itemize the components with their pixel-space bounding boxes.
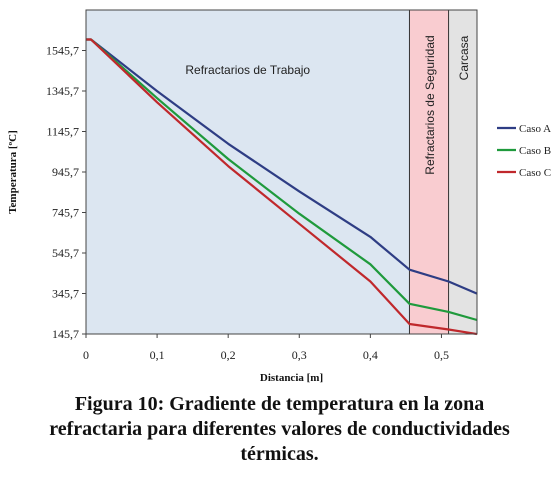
axis-ticks: 145,7 345,7 545,7 745,7 945,7 1145,7 1345,7 154… — [46, 44, 449, 363]
y-tick-label-3: 745,7 — [52, 206, 79, 220]
zone-label-1: Refractarios de Seguridad — [423, 35, 437, 174]
y-tick-label-6: 1345,7 — [46, 84, 79, 98]
x-tick-label-0: 0 — [83, 348, 89, 362]
x-tick-label-3: 0,3 — [292, 348, 307, 362]
x-tick-label-5: 0,5 — [434, 348, 449, 362]
caption-line-1: Figura 10: Gradiente de temperatura en l… — [74, 393, 485, 415]
zone-label-0: Refractarios de Trabajo — [185, 63, 310, 77]
x-tick-label-1: 0,1 — [150, 348, 165, 362]
legend-label-0: Caso A — [519, 123, 551, 135]
legend: Caso A Caso B Caso C — [497, 123, 551, 179]
x-tick-label-2: 0,2 — [221, 348, 236, 362]
x-axis-title: Distancia [m] — [260, 372, 323, 384]
series-line-0 — [86, 38, 478, 295]
figure-caption: Figura 10: Gradiente de temperatura en l… — [0, 392, 559, 467]
zone-regions — [86, 10, 477, 334]
zone-labels: Refractarios de Trabajo Refractarios de S… — [185, 35, 470, 174]
y-axis-title: Temperatura [ºC] — [7, 130, 19, 214]
legend-label-1: Caso B — [519, 145, 551, 157]
y-tick-label-0: 145,7 — [52, 327, 79, 341]
x-tick-label-4: 0,4 — [363, 348, 378, 362]
series-line-2 — [86, 38, 478, 336]
series-lines — [86, 38, 478, 336]
zone-label-2: Carcasa — [457, 35, 471, 80]
y-tick-label-5: 1145,7 — [46, 125, 79, 139]
y-tick-label-4: 945,7 — [52, 165, 79, 179]
region-0 — [86, 10, 410, 334]
legend-label-2: Caso C — [519, 167, 551, 179]
temperature-chart: 145,7 345,7 545,7 745,7 945,7 1145,7 1345,7 154… — [7, 9, 551, 384]
y-tick-label-1: 345,7 — [52, 287, 79, 301]
caption-line-3: térmicas. — [240, 443, 319, 465]
caption-line-2: refractaria para diferentes valores de c… — [49, 418, 510, 440]
region-2 — [448, 10, 477, 334]
y-tick-label-7: 1545,7 — [46, 44, 79, 58]
y-tick-label-2: 545,7 — [52, 246, 79, 260]
